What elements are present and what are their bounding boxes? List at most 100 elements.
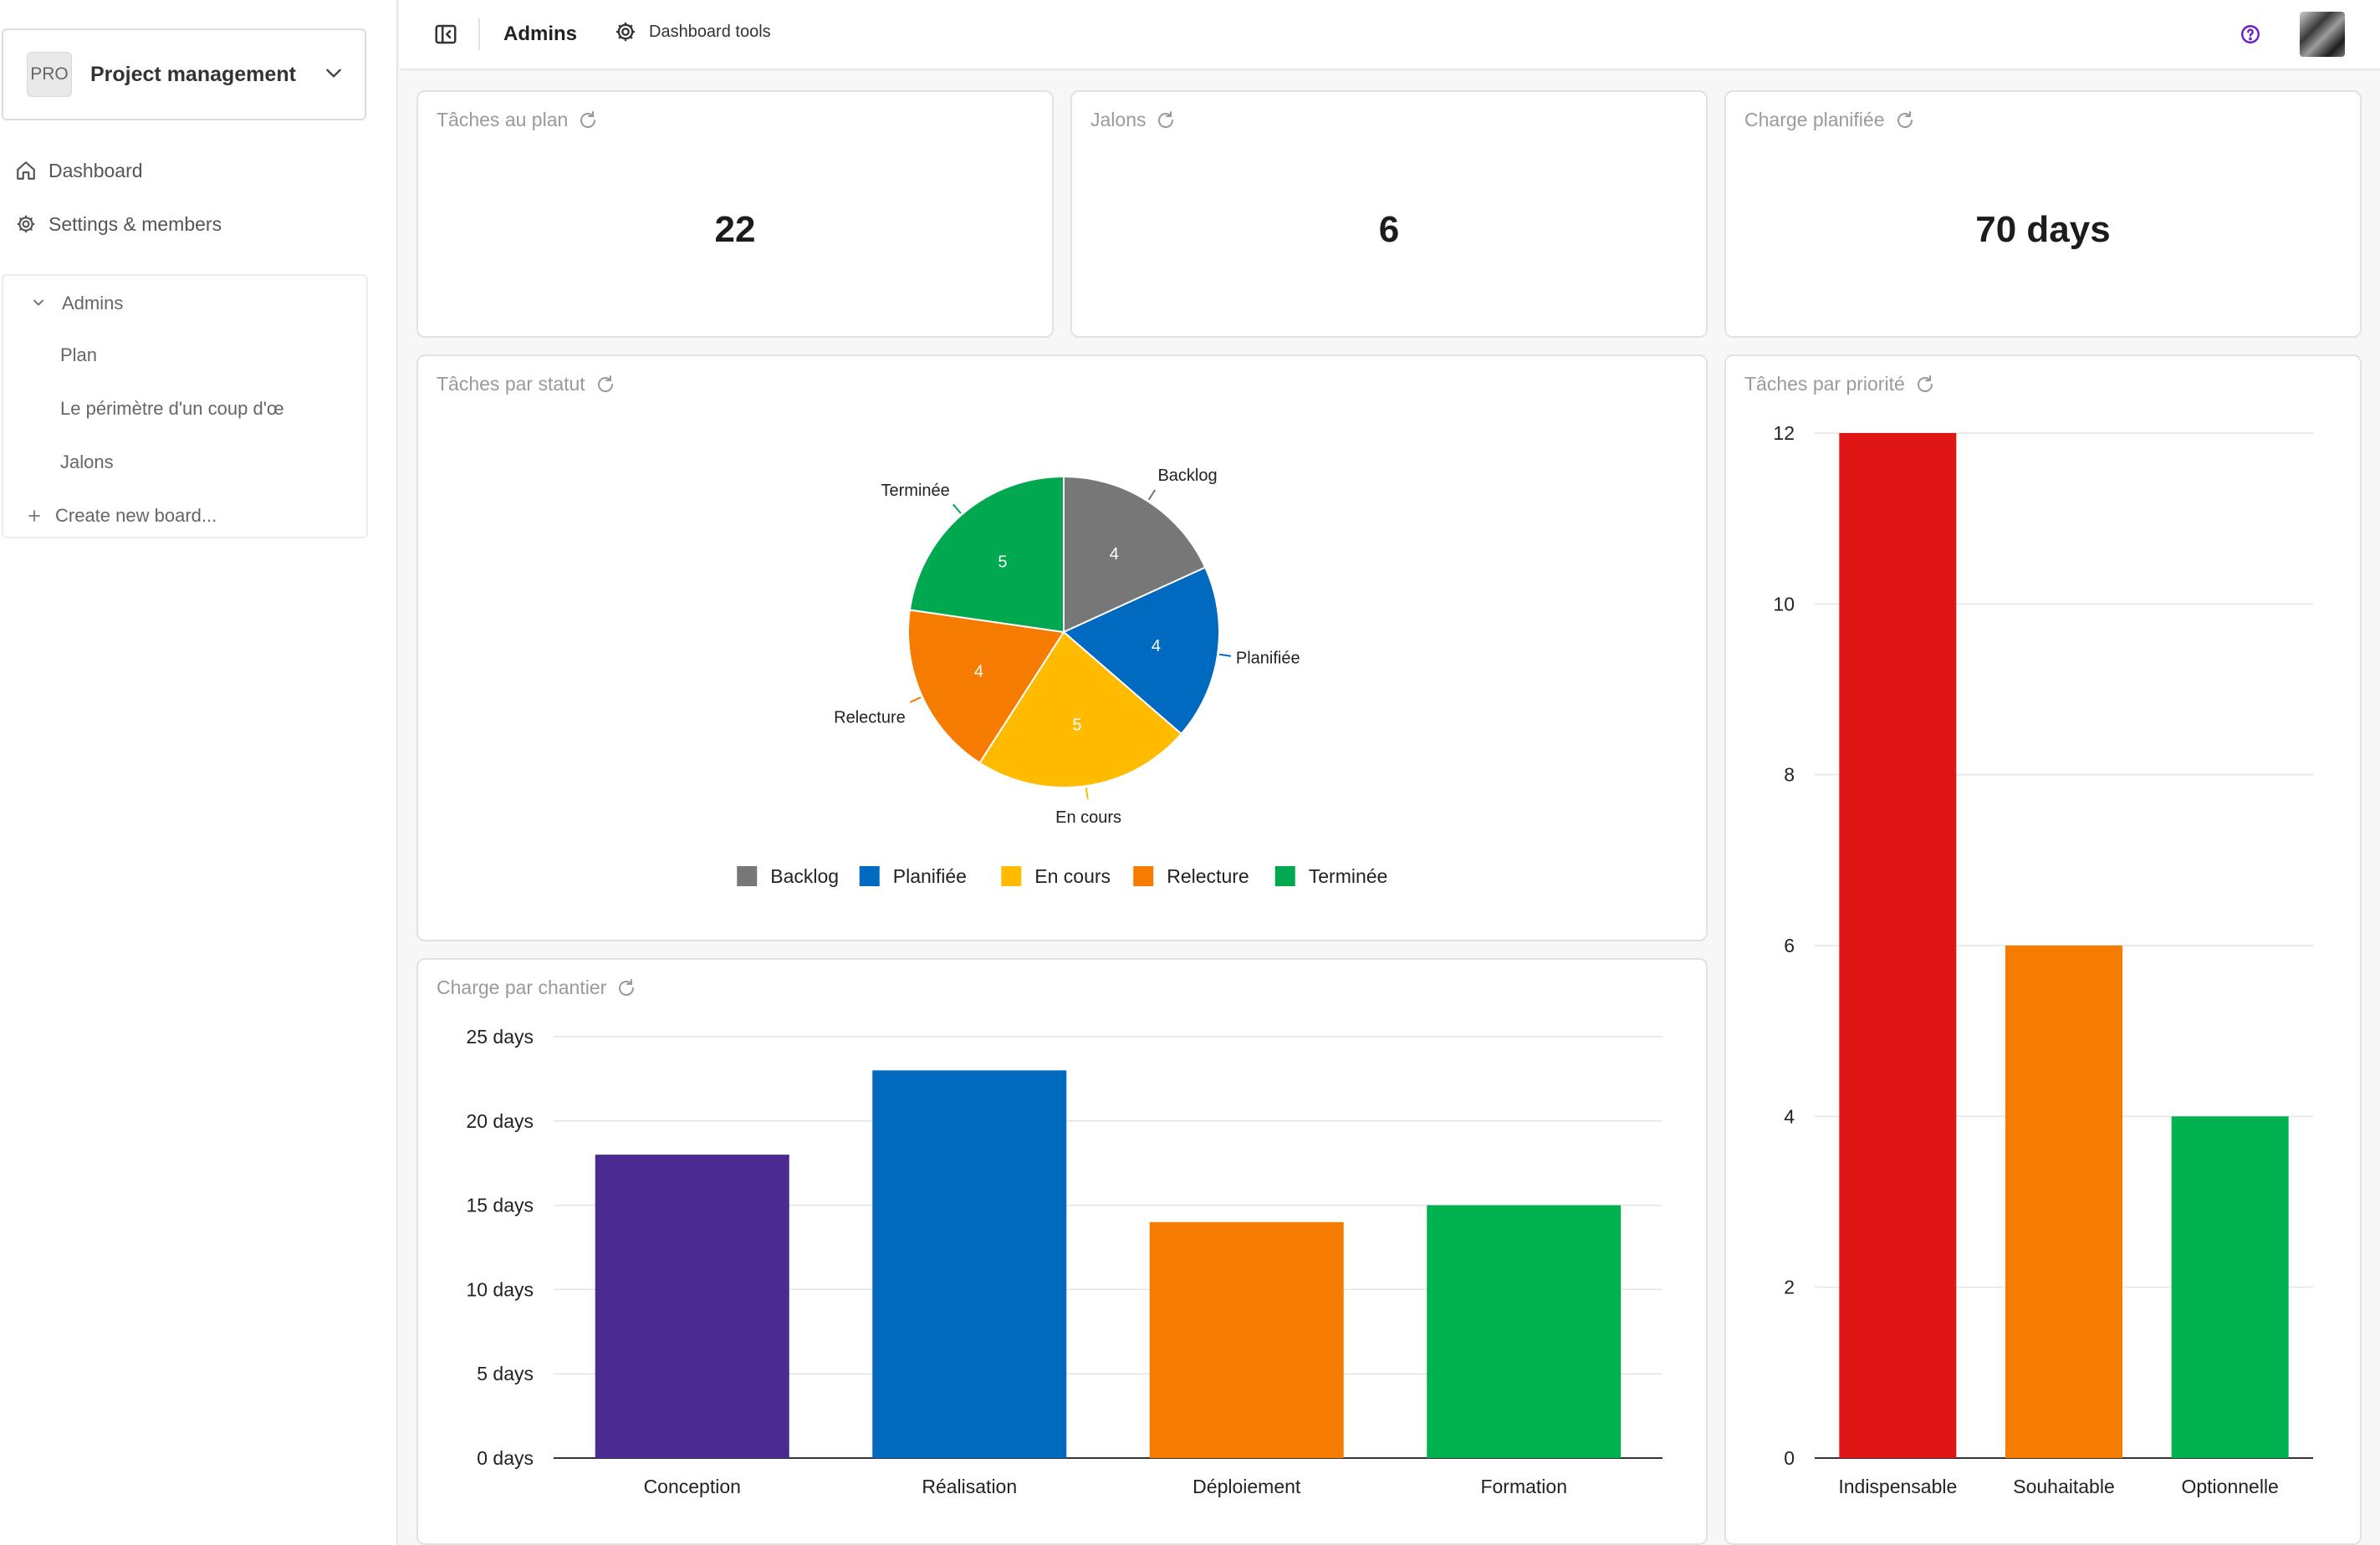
pie-leader-line [952, 503, 962, 514]
card-title-label: Tâches par statut [437, 373, 585, 395]
refresh-icon[interactable] [1915, 375, 1935, 395]
page-title: Admins [503, 23, 578, 45]
card-title-label: Jalons [1090, 109, 1147, 130]
y-tick-label: 10 days [466, 1278, 534, 1300]
sidebar-item-label: Dashboard [49, 159, 143, 181]
bar-chart: 0 days 5 days 10 days 15 days 20 days 25 days… [466, 1026, 1662, 1497]
pie-slice-terminee [908, 475, 1065, 634]
project-switcher[interactable]: PRO Project management [2, 28, 366, 120]
y-tick-label: 8 [1784, 764, 1795, 786]
legend-swatch [1274, 866, 1295, 886]
card-title: Jalons [1090, 109, 1176, 131]
board-item-perimetre[interactable]: Le périmètre d'un coup d'œ [60, 398, 284, 419]
legend-item-relecture: Relecture [1167, 865, 1249, 887]
create-board-button[interactable]: Create new board... [27, 505, 217, 527]
card-title: Tâches par statut [437, 373, 615, 395]
board-item-jalons[interactable]: Jalons [60, 451, 114, 472]
pie-category-label: Backlog [1157, 467, 1217, 485]
kpi-card-taches-au-plan: Tâches au plan 22 [416, 90, 1054, 338]
dashboard-tools-button[interactable]: Dashboard tools [614, 20, 771, 43]
bar-conception [595, 1155, 789, 1458]
bar-formation [1427, 1205, 1622, 1458]
x-tick-label: Formation [1480, 1476, 1567, 1497]
x-tick-label: Souhaitable [2013, 1476, 2115, 1497]
gear-icon [615, 22, 636, 42]
pie-category-label: Terminée [881, 482, 950, 500]
card-title: Tâches par priorité [1744, 373, 1935, 395]
legend-swatch [1133, 866, 1154, 886]
legend-item-backlog: Backlog [770, 865, 839, 887]
help-circle-icon[interactable] [2240, 23, 2261, 45]
pie-value-label: 5 [1072, 716, 1081, 734]
x-tick-label: Réalisation [922, 1476, 1017, 1497]
bar-souhaitable [2005, 946, 2122, 1458]
refresh-icon[interactable] [1895, 110, 1915, 130]
y-tick-label: 2 [1784, 1277, 1795, 1298]
bar-chart: 0 2 4 6 8 10 12 Indispensable Souhaitable Optionn… [1773, 422, 2313, 1497]
kpi-value: 70 days [1975, 209, 2111, 250]
boards-section: Admins Plan Le périmètre d'un coup d'œ J… [2, 274, 368, 538]
dashboard-tools-label: Dashboard tools [649, 22, 771, 41]
bar-deploiement [1149, 1221, 1344, 1458]
sidebar-item-dashboard[interactable]: Dashboard [15, 154, 143, 187]
pie-category-label: En cours [1055, 808, 1121, 827]
card-title: Tâches au plan [437, 109, 598, 131]
bar-optionnelle [2171, 1116, 2289, 1458]
sidebar-item-label: Settings & members [49, 212, 222, 235]
bar-indispensable [1839, 433, 1957, 1458]
sidebar-item-settings[interactable]: Settings & members [15, 207, 222, 241]
project-badge: PRO [27, 52, 72, 97]
pie-slice-en-cours [978, 630, 1182, 788]
pie-chart: 4 Backlog 4 Planifiée 5 En cours 4 Relecture 5 Te… [737, 467, 1388, 887]
y-tick-label: 10 [1773, 593, 1795, 614]
pie-value-label: 5 [998, 553, 1007, 572]
pie-value-label: 4 [1110, 545, 1119, 563]
header: Admins Dashboard tools [400, 0, 2380, 70]
pie-leader-line [909, 696, 922, 703]
y-tick-label: 12 [1773, 422, 1795, 444]
refresh-icon[interactable] [595, 375, 615, 395]
refresh-icon[interactable] [1156, 110, 1176, 130]
x-tick-label: Déploiement [1193, 1476, 1301, 1497]
sidebar-toggle-icon[interactable] [433, 22, 458, 47]
pie-value-label: 4 [1152, 637, 1161, 655]
refresh-icon[interactable] [578, 110, 598, 130]
chart-card-charge-par-chantier: Charge par chantier 0 days 5 days 10 days 1… [416, 958, 1708, 1545]
y-tick-label: 20 days [466, 1110, 534, 1132]
y-tick-label: 5 days [477, 1363, 534, 1384]
pie-slice-planifiee [1062, 566, 1220, 736]
kpi-card-charge-planifiee: Charge planifiée 70 days [1724, 90, 2362, 338]
legend-item-terminee: Terminée [1309, 865, 1388, 887]
card-title: Charge planifiée [1744, 109, 1915, 131]
y-tick-label: 25 days [466, 1026, 534, 1048]
boards-group-admins[interactable]: Admins [62, 293, 124, 314]
legend-swatch [859, 866, 880, 886]
pie-category-label: Planifiée [1236, 650, 1300, 668]
pie-slice-relecture [907, 609, 1065, 764]
kpi-card-jalons: Jalons 6 [1070, 90, 1708, 338]
y-tick-label: 0 days [477, 1447, 534, 1469]
chevron-down-icon[interactable] [323, 62, 345, 84]
y-tick-label: 4 [1784, 1105, 1795, 1127]
pie-leader-line [1218, 653, 1232, 657]
card-title: Charge par chantier [437, 976, 636, 999]
legend-swatch [1001, 866, 1022, 886]
card-title-label: Tâches au plan [437, 109, 569, 130]
card-title-label: Charge par chantier [437, 976, 607, 998]
project-name: Project management [90, 62, 296, 86]
chevron-down-icon[interactable] [30, 294, 47, 311]
header-divider [478, 18, 480, 50]
legend-swatch [737, 866, 758, 886]
avatar[interactable] [2300, 12, 2345, 57]
refresh-icon[interactable] [616, 978, 636, 998]
sidebar: PRO Project management Dashboard Setting… [0, 0, 398, 1545]
create-board-label: Create new board... [55, 505, 217, 526]
gear-icon [17, 215, 35, 233]
card-title-label: Tâches par priorité [1744, 373, 1905, 395]
bar-realisation [872, 1070, 1067, 1458]
home-icon [17, 161, 35, 180]
pie-slice-backlog [1063, 475, 1207, 634]
pie-value-label: 4 [974, 662, 983, 681]
board-item-plan[interactable]: Plan [60, 344, 98, 365]
card-title-label: Charge planifiée [1744, 109, 1885, 130]
